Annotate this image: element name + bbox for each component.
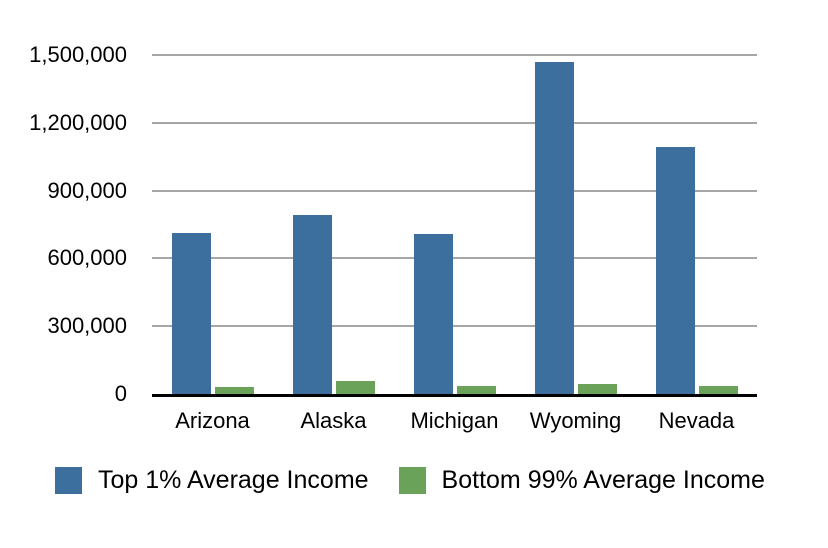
x-tick-label: Alaska bbox=[300, 408, 367, 433]
bar-arizona-series-0 bbox=[171, 232, 211, 394]
plot-area bbox=[152, 54, 757, 397]
x-tick-label: Arizona bbox=[175, 408, 250, 433]
bar-nevada-series-0 bbox=[655, 146, 695, 394]
y-tick-label: 1,500,000 bbox=[29, 42, 127, 67]
legend-item-0: Top 1% Average Income bbox=[55, 466, 369, 495]
bar-group-michigan bbox=[394, 55, 515, 394]
bar-group-nevada bbox=[636, 55, 757, 394]
bar-group-alaska bbox=[273, 55, 394, 394]
gridline bbox=[152, 121, 757, 124]
legend-item-1: Bottom 99% Average Income bbox=[398, 466, 765, 495]
x-tick-label: Michigan bbox=[410, 408, 499, 433]
bar-group-arizona bbox=[152, 55, 273, 394]
bar-wyoming-series-0 bbox=[534, 61, 574, 394]
bar-wyoming-series-1 bbox=[577, 384, 617, 394]
legend-swatch-icon bbox=[55, 467, 82, 494]
x-tick-label: Nevada bbox=[658, 408, 735, 433]
y-tick-label: 900,000 bbox=[47, 177, 127, 203]
y-tick-label: 0 bbox=[114, 381, 127, 406]
bar-michigan-series-0 bbox=[413, 234, 453, 394]
gridline bbox=[152, 325, 757, 328]
y-axis: 0 300,000 600,000 900,000 1,200,000 1,500,000 bbox=[0, 42, 127, 406]
y-tick-label: 1,200,000 bbox=[29, 109, 127, 135]
y-tick-label: 300,000 bbox=[47, 313, 127, 339]
gridline bbox=[152, 189, 757, 192]
legend: Top 1% Average Income Bottom 99% Average … bbox=[55, 466, 765, 495]
x-axis: Arizona Alaska Michigan Wyoming Nevada bbox=[152, 402, 757, 434]
legend-label: Top 1% Average Income bbox=[98, 466, 369, 494]
bar-alaska-series-1 bbox=[335, 380, 375, 394]
legend-swatch-icon bbox=[398, 467, 426, 494]
gridline bbox=[152, 257, 757, 260]
gridline bbox=[152, 54, 757, 56]
bar-group-wyoming bbox=[515, 55, 636, 394]
bar-michigan-series-1 bbox=[456, 386, 496, 394]
legend-label: Bottom 99% Average Income bbox=[441, 466, 765, 494]
y-tick-label: 600,000 bbox=[47, 245, 127, 271]
x-tick-label: Wyoming bbox=[529, 408, 622, 433]
bar-arizona-series-1 bbox=[214, 386, 254, 394]
bars-row bbox=[152, 55, 757, 394]
bar-nevada-series-1 bbox=[698, 385, 738, 394]
bar-alaska-series-0 bbox=[292, 214, 332, 394]
